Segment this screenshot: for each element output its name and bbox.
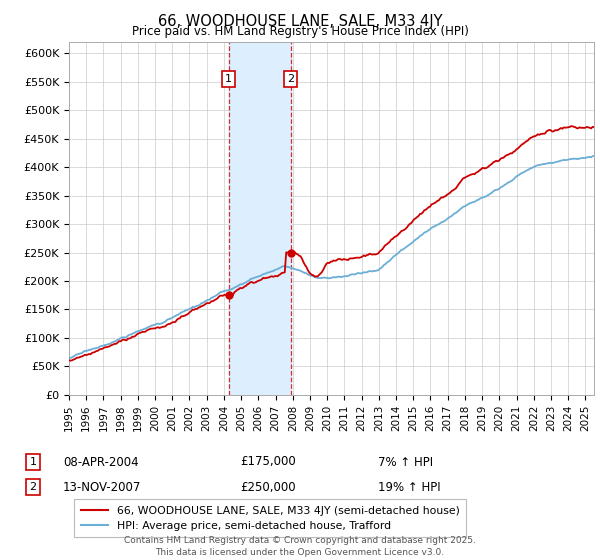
Text: 2: 2 bbox=[29, 482, 37, 492]
Text: 08-APR-2004: 08-APR-2004 bbox=[63, 455, 139, 469]
Text: 1: 1 bbox=[225, 74, 232, 84]
Text: Price paid vs. HM Land Registry's House Price Index (HPI): Price paid vs. HM Land Registry's House … bbox=[131, 25, 469, 38]
Text: Contains HM Land Registry data © Crown copyright and database right 2025.
This d: Contains HM Land Registry data © Crown c… bbox=[124, 536, 476, 557]
Text: £175,000: £175,000 bbox=[240, 455, 296, 469]
Text: 19% ↑ HPI: 19% ↑ HPI bbox=[378, 480, 440, 494]
Text: 1: 1 bbox=[29, 457, 37, 467]
Text: 7% ↑ HPI: 7% ↑ HPI bbox=[378, 455, 433, 469]
Text: 2: 2 bbox=[287, 74, 294, 84]
Text: 66, WOODHOUSE LANE, SALE, M33 4JY: 66, WOODHOUSE LANE, SALE, M33 4JY bbox=[158, 14, 442, 29]
Bar bbox=[229, 42, 290, 395]
Legend: 66, WOODHOUSE LANE, SALE, M33 4JY (semi-detached house), HPI: Average price, sem: 66, WOODHOUSE LANE, SALE, M33 4JY (semi-… bbox=[74, 499, 466, 538]
Text: 13-NOV-2007: 13-NOV-2007 bbox=[63, 480, 142, 494]
Text: £250,000: £250,000 bbox=[240, 480, 296, 494]
